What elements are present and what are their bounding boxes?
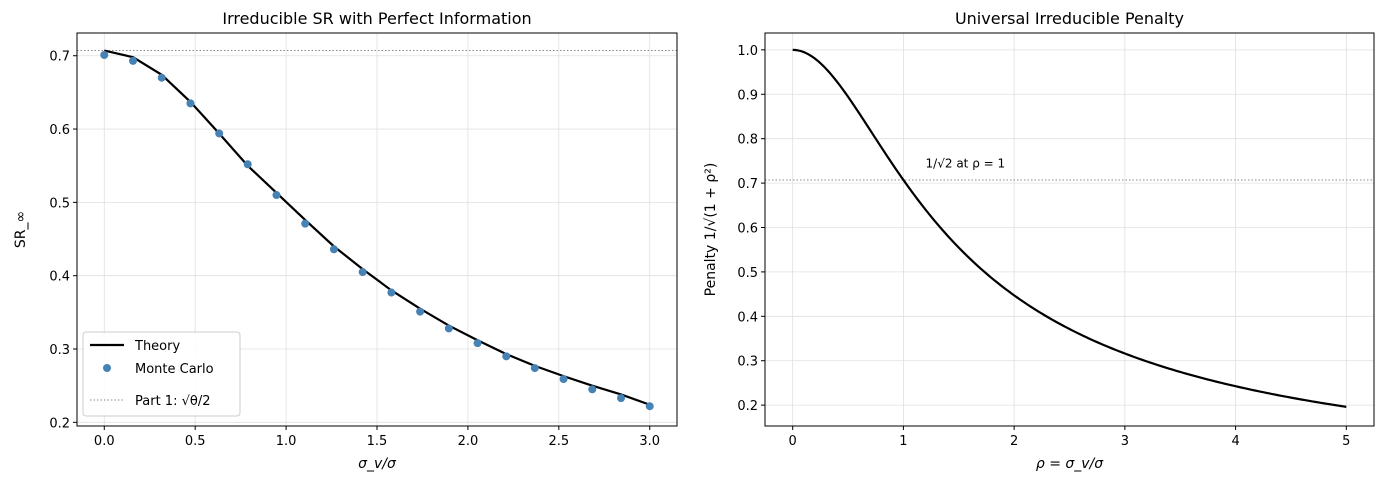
monte-carlo-point (157, 73, 166, 82)
penalty-curve (792, 48, 1347, 408)
x-tick-label: 0 (789, 434, 797, 449)
monte-carlo-point (243, 160, 252, 169)
y-axis-label: Penalty 1/√(1 + ρ²) (703, 163, 719, 297)
x-tick-label: 2.0 (458, 434, 479, 449)
monte-carlo-point (645, 402, 654, 411)
y-tick-label: 0.3 (737, 355, 758, 370)
legend-entry: Monte Carlo (135, 362, 214, 377)
x-tick-label: 0.5 (185, 434, 206, 449)
axes-frame (76, 32, 678, 427)
x-tick-label: 3.0 (639, 434, 660, 449)
x-tick-label: 1 (899, 434, 907, 449)
monte-carlo-point (502, 352, 511, 361)
y-tick-label: 0.5 (49, 196, 70, 211)
monte-carlo-point (301, 219, 310, 228)
monte-carlo-point (530, 364, 539, 373)
x-tick-label: 0.0 (94, 434, 115, 449)
annotation: 1/√2 at ρ = 1 (926, 157, 1006, 171)
y-tick-label: 0.4 (49, 270, 70, 285)
y-axis-label: SR_∞ (13, 211, 29, 248)
x-tick-label: 4 (1231, 434, 1239, 449)
monte-carlo-point (129, 56, 137, 65)
monte-carlo-point (559, 375, 568, 384)
y-tick-label: 0.8 (737, 133, 758, 148)
legend-entry: Theory (134, 339, 180, 354)
axes-frame (764, 32, 1375, 427)
chart-title: Universal Irreducible Penalty (955, 9, 1184, 28)
x-axis-label: ρ = σ_v/σ (1036, 456, 1104, 472)
y-tick-label: 0.7 (737, 177, 758, 192)
legend-entry: Part 1: √θ/2 (135, 394, 210, 409)
monte-carlo-point (272, 191, 281, 200)
x-tick-label: 2.5 (548, 434, 569, 449)
x-tick-label: 1.0 (276, 434, 297, 449)
chart-0: 0.0 0.5 1.0 1.5 2.0 2.5 3.0 0.2 0.3 0.4 0.5 0.6 0.7 I… (13, 9, 678, 472)
monte-carlo-point (473, 339, 482, 348)
y-tick-label: 0.9 (737, 88, 758, 103)
y-tick-label: 0.5 (737, 266, 758, 281)
y-tick-label: 0.2 (737, 399, 758, 414)
legend-box (82, 331, 241, 417)
y-tick-label: 1.0 (737, 44, 758, 59)
y-tick-label: 0.3 (49, 343, 70, 358)
monte-carlo-point (617, 394, 625, 403)
legend-mc-swatch (103, 364, 111, 372)
x-tick-label: 2 (1010, 434, 1018, 449)
x-axis-label: σ_v/σ (358, 456, 397, 472)
monte-carlo-point (588, 385, 597, 394)
y-tick-label: 0.2 (49, 416, 70, 431)
y-tick-label: 0.7 (49, 50, 70, 65)
monte-carlo-point (329, 245, 338, 254)
legend: Theory Monte Carlo Part 1: √θ/2 (82, 331, 241, 417)
monte-carlo-point (186, 99, 195, 108)
y-tick-label: 0.6 (49, 123, 70, 138)
x-tick-label: 3 (1121, 434, 1129, 449)
monte-carlo-point (444, 324, 453, 333)
y-tick-label: 0.4 (737, 310, 758, 325)
monte-carlo-point (215, 129, 224, 138)
chart-1: 0 1 2 3 4 5 0.2 0.3 0.4 0.5 0.6 0.7 0.8 0.9 1.0 1/√2 at… (703, 9, 1375, 472)
x-tick-label: 5 (1342, 434, 1350, 449)
theory-line (104, 49, 651, 406)
monte-carlo-point (358, 268, 367, 277)
monte-carlo-point (416, 307, 425, 316)
monte-carlo-point (387, 288, 396, 297)
chart-title: Irreducible SR with Perfect Information (222, 9, 531, 28)
monte-carlo-point (100, 50, 109, 59)
y-tick-label: 0.6 (737, 222, 758, 237)
x-tick-label: 1.5 (367, 434, 388, 449)
